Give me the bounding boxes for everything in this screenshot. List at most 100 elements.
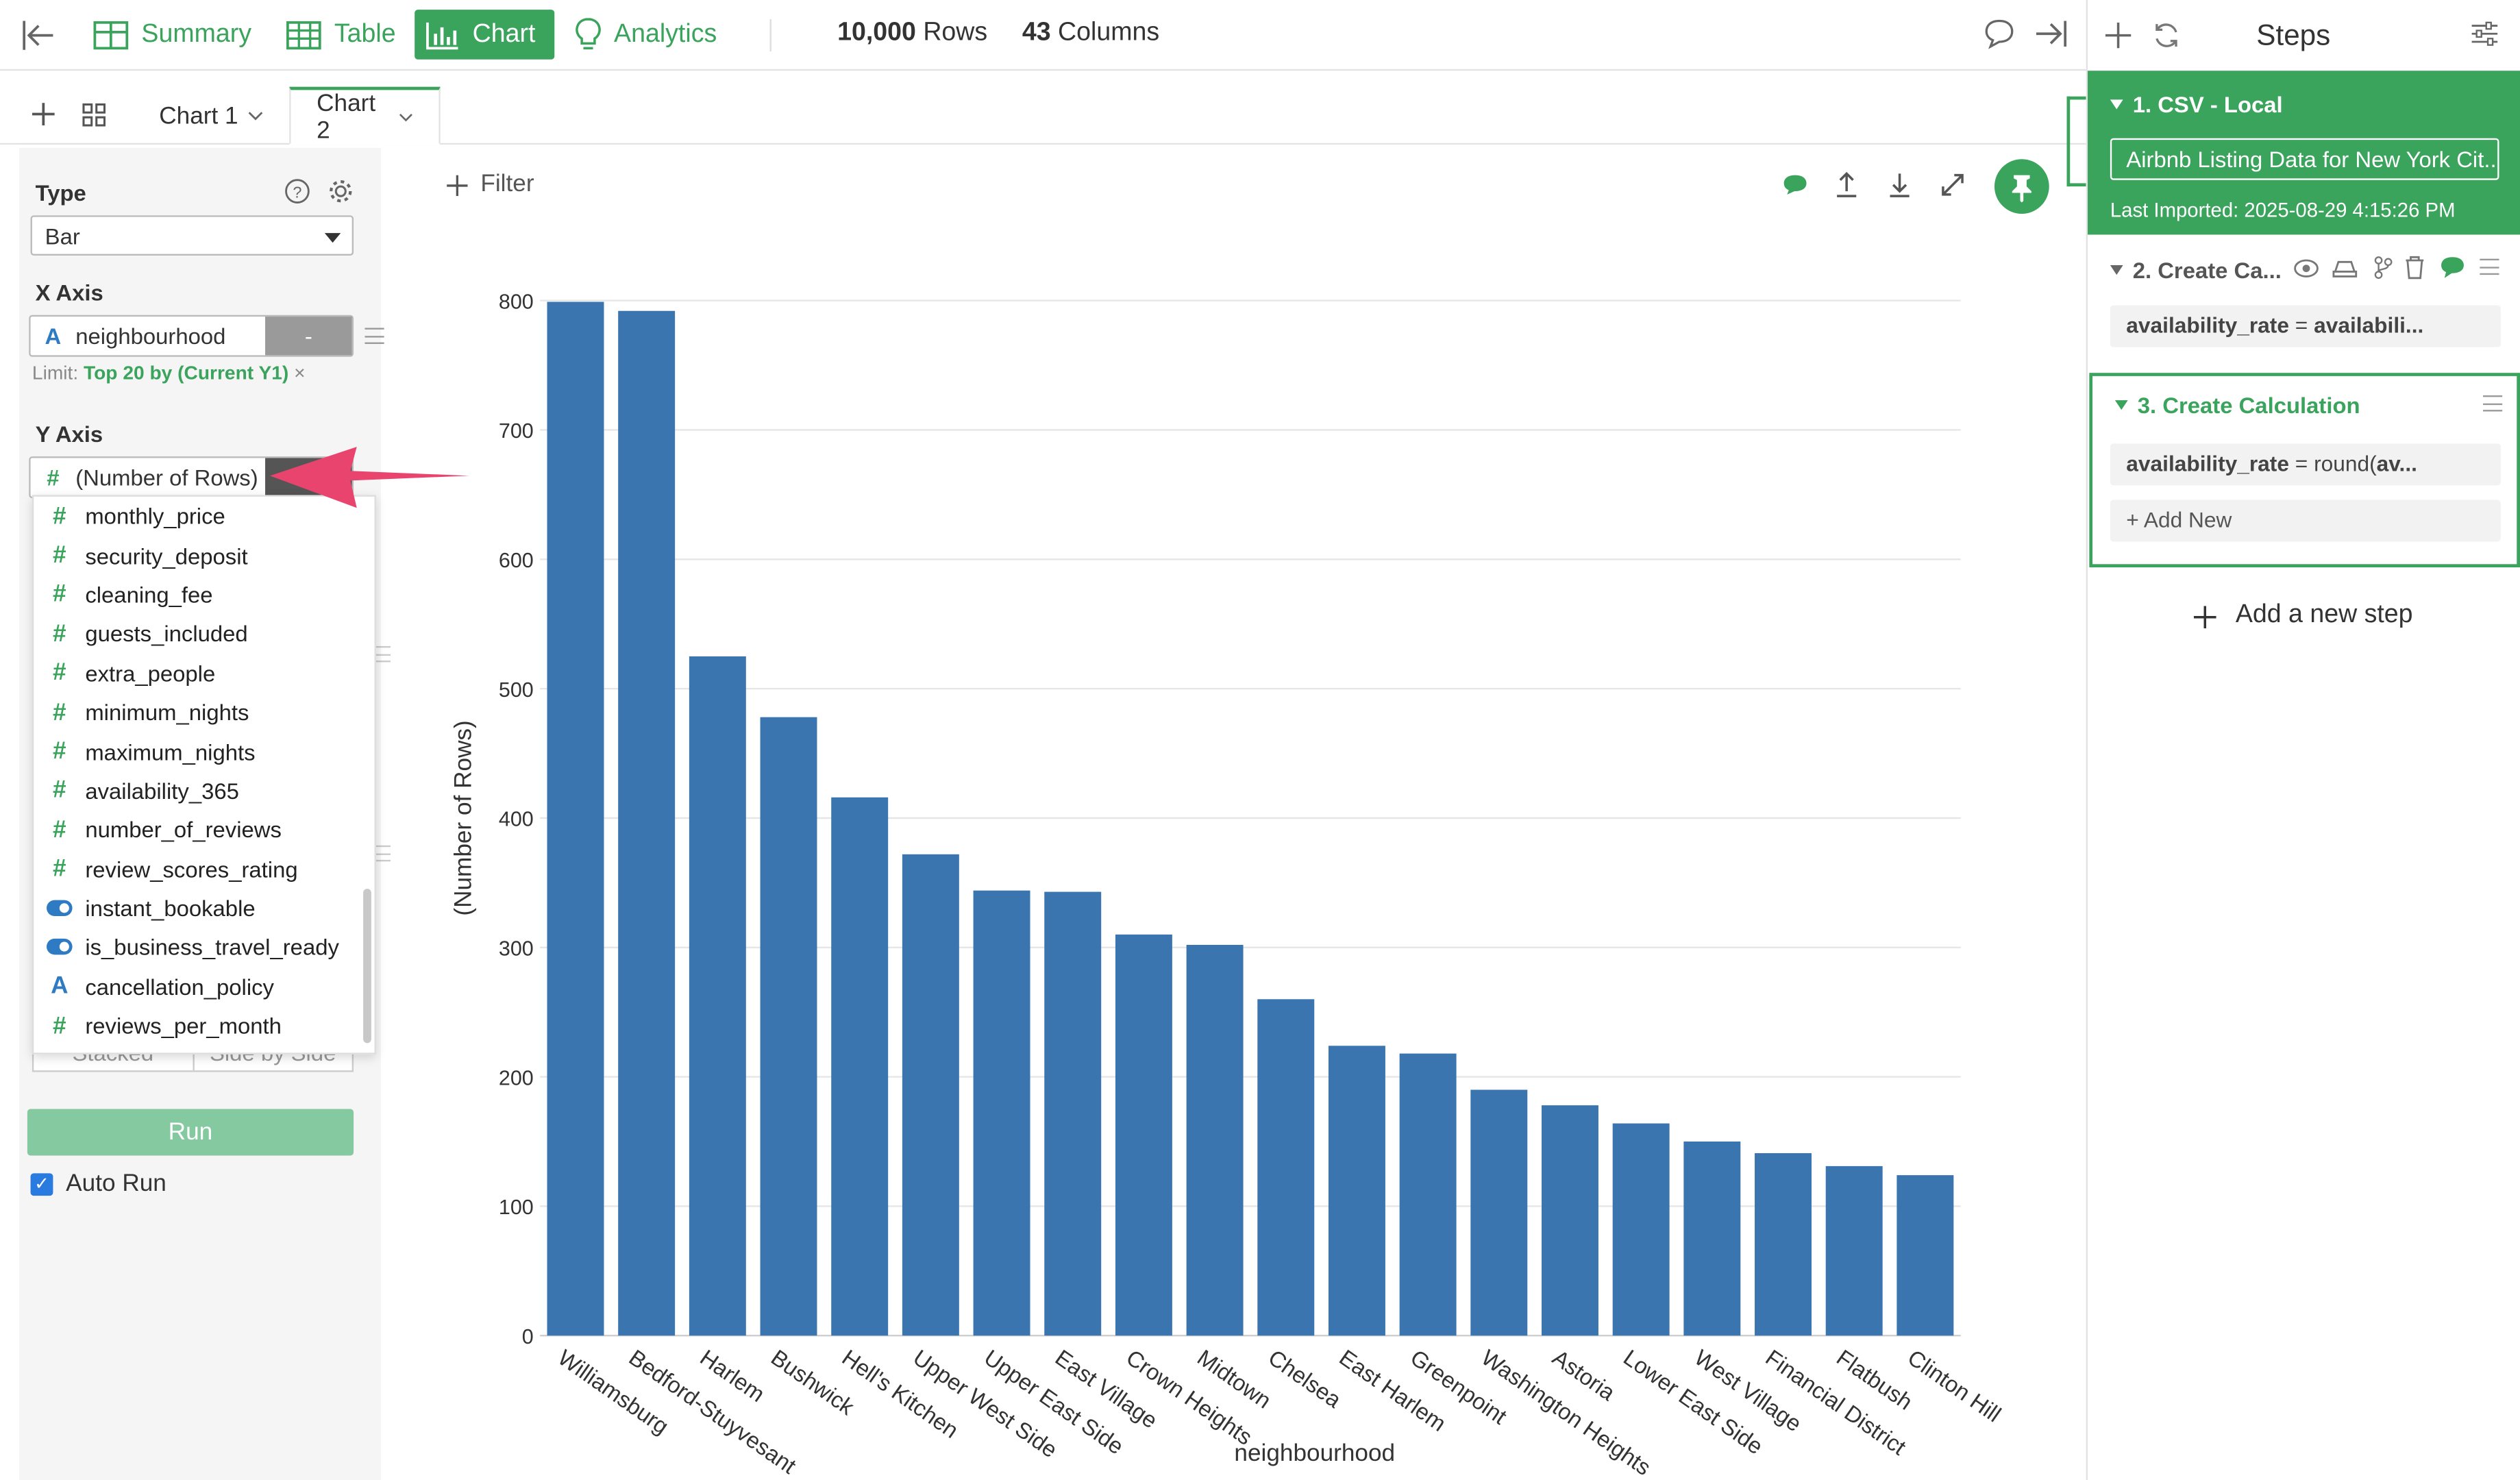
- collapse-triangle-icon[interactable]: [2110, 99, 2123, 110]
- bar-Astoria[interactable]: [1542, 1105, 1598, 1336]
- dropdown-item-reviews_per_month[interactable]: # reviews_per_month: [34, 1007, 374, 1046]
- add-step-icon[interactable]: [2105, 22, 2132, 49]
- bar-East Harlem[interactable]: [1328, 1046, 1385, 1336]
- nav-summary[interactable]: Summary: [84, 10, 261, 60]
- menu-icon[interactable]: [2483, 395, 2503, 412]
- bar-Williamsburg[interactable]: [547, 301, 604, 1336]
- dropdown-item-is_business_travel_ready[interactable]: is_business_travel_ready: [34, 928, 374, 967]
- add-new-step-button[interactable]: Add a new step: [2193, 601, 2413, 630]
- comment-icon[interactable]: [1981, 16, 2017, 51]
- dropdown-scrollbar[interactable]: [363, 889, 371, 1044]
- dropdown-item-maximum_nights[interactable]: # maximum_nights: [34, 732, 374, 771]
- collapse-right-icon[interactable]: [2033, 16, 2068, 51]
- bar-East Village[interactable]: [1044, 891, 1102, 1336]
- bar-Bedford-Stuyvesant[interactable]: [618, 310, 676, 1336]
- dropdown-item-security_deposit[interactable]: # security_deposit: [34, 536, 374, 575]
- add-chart-icon[interactable]: [32, 103, 55, 125]
- bar-Chelsea[interactable]: [1257, 999, 1315, 1336]
- bar-Flatbush[interactable]: [1825, 1166, 1883, 1336]
- disable-step-icon[interactable]: [2332, 257, 2358, 280]
- x-axis-field[interactable]: A neighbourhood -: [29, 314, 354, 357]
- run-button[interactable]: Run: [27, 1109, 354, 1156]
- preview-eye-icon[interactable]: [2293, 257, 2319, 280]
- tab-chart-2[interactable]: Chart 2: [289, 86, 441, 145]
- auto-run-checkbox[interactable]: ✓: [30, 1172, 53, 1196]
- dropdown-item-instant_bookable[interactable]: instant_bookable: [34, 889, 374, 928]
- bar-Upper West Side[interactable]: [902, 854, 959, 1336]
- branch-icon[interactable]: [2374, 256, 2393, 280]
- expand-icon[interactable]: [1938, 171, 1967, 199]
- pin-button[interactable]: [1994, 159, 2049, 214]
- menu-icon[interactable]: [371, 645, 391, 663]
- dropdown-item-monthly_price[interactable]: # monthly_price: [34, 497, 374, 536]
- export-icon[interactable]: [1832, 171, 1861, 199]
- nav-analytics[interactable]: Analytics: [566, 10, 727, 60]
- nav-table[interactable]: Table: [276, 10, 405, 60]
- pin-icon: [2012, 175, 2031, 203]
- bar-Bushwick[interactable]: [760, 717, 817, 1336]
- chart-type-select[interactable]: Bar: [30, 215, 354, 256]
- number-type-icon: #: [53, 541, 66, 569]
- nav-chart[interactable]: Chart: [415, 10, 555, 60]
- bar-Lower East Side[interactable]: [1612, 1123, 1670, 1336]
- grid-view-icon[interactable]: [82, 103, 106, 127]
- step-3-expression[interactable]: availability_rate = round(av...: [2110, 443, 2501, 486]
- dropdown-item-label: maximum_nights: [85, 738, 256, 765]
- y-tick-label: 500: [499, 678, 534, 702]
- dropdown-item-number_of_reviews[interactable]: # number_of_reviews: [34, 811, 374, 850]
- table-icon: [286, 20, 321, 49]
- collapse-triangle-icon[interactable]: [2110, 265, 2123, 275]
- step-comment-icon[interactable]: [2440, 256, 2466, 280]
- divider: [769, 19, 771, 52]
- bar-Clinton Hill[interactable]: [1897, 1175, 1954, 1336]
- limit-value[interactable]: Top 20 by (Current Y1): [84, 361, 289, 384]
- limit-remove-icon[interactable]: ×: [294, 361, 306, 384]
- menu-icon[interactable]: [365, 328, 384, 344]
- filter-button[interactable]: Filter: [447, 171, 534, 198]
- steps-title: Steps: [2256, 19, 2331, 52]
- column-dropdown[interactable]: # monthly_price # security_deposit # cleaning…: [32, 495, 376, 1054]
- collapse-triangle-icon[interactable]: [2114, 400, 2128, 410]
- chart-comment-icon[interactable]: [1781, 171, 1809, 199]
- bar-Midtown[interactable]: [1186, 944, 1244, 1336]
- dropdown-item-cleaning_fee[interactable]: # cleaning_fee: [34, 575, 374, 614]
- auto-run[interactable]: ✓ Auto Run: [30, 1170, 166, 1198]
- step-2-expression[interactable]: availability_rate = availabili...: [2110, 305, 2501, 347]
- settings-sliders-icon[interactable]: [2470, 21, 2499, 47]
- step-csv-local[interactable]: 1. CSV - Local Airbnb Listing Data for N…: [2088, 71, 2520, 235]
- bar-Washington Heights[interactable]: [1470, 1089, 1528, 1336]
- step-create-calculation[interactable]: 3. Create Calculation availability_rate …: [2089, 373, 2520, 568]
- menu-icon[interactable]: [371, 845, 391, 862]
- download-icon[interactable]: [1885, 171, 1914, 199]
- collapse-left-icon[interactable]: [19, 16, 58, 54]
- chevron-down-icon: [399, 112, 412, 121]
- dropdown-item-guests_included[interactable]: # guests_included: [34, 614, 374, 653]
- bar-Upper East Side[interactable]: [973, 890, 1030, 1336]
- gear-icon[interactable]: [328, 178, 354, 204]
- trash-icon[interactable]: [2404, 256, 2425, 280]
- bar-West Village[interactable]: [1683, 1142, 1741, 1336]
- bar-Harlem[interactable]: [689, 656, 746, 1336]
- add-new-button[interactable]: + Add New: [2110, 500, 2501, 542]
- tab-chart-1[interactable]: Chart 1: [134, 87, 290, 145]
- bar-Crown Heights[interactable]: [1115, 934, 1172, 1336]
- bar-Financial District[interactable]: [1755, 1153, 1812, 1336]
- data-source-name[interactable]: Airbnb Listing Data for New York Cit...: [2110, 138, 2499, 180]
- dropdown-item-label: number_of_reviews: [85, 817, 282, 843]
- dropdown-item-review_scores_rating[interactable]: # review_scores_rating: [34, 850, 374, 889]
- bar-Greenpoint[interactable]: [1399, 1053, 1457, 1336]
- x-tick-label: Chelsea: [1264, 1344, 1346, 1413]
- help-icon[interactable]: ?: [284, 178, 310, 204]
- menu-icon[interactable]: [2480, 258, 2499, 275]
- step-3-expr-fn: round(: [2314, 452, 2377, 476]
- x-axis-aggregation[interactable]: -: [265, 317, 352, 356]
- step-3-header[interactable]: 3. Create Calculation: [2114, 392, 2360, 418]
- dropdown-item-minimum_nights[interactable]: # minimum_nights: [34, 693, 374, 732]
- dropdown-item-extra_people[interactable]: # extra_people: [34, 654, 374, 693]
- bar-Hell's Kitchen[interactable]: [831, 797, 889, 1336]
- refresh-icon[interactable]: [2152, 21, 2181, 49]
- step-1-header[interactable]: 1. CSV - Local: [2110, 92, 2283, 117]
- dropdown-item-availability_365[interactable]: # availability_365: [34, 771, 374, 810]
- step-2-header[interactable]: 2. Create Ca...: [2110, 257, 2282, 283]
